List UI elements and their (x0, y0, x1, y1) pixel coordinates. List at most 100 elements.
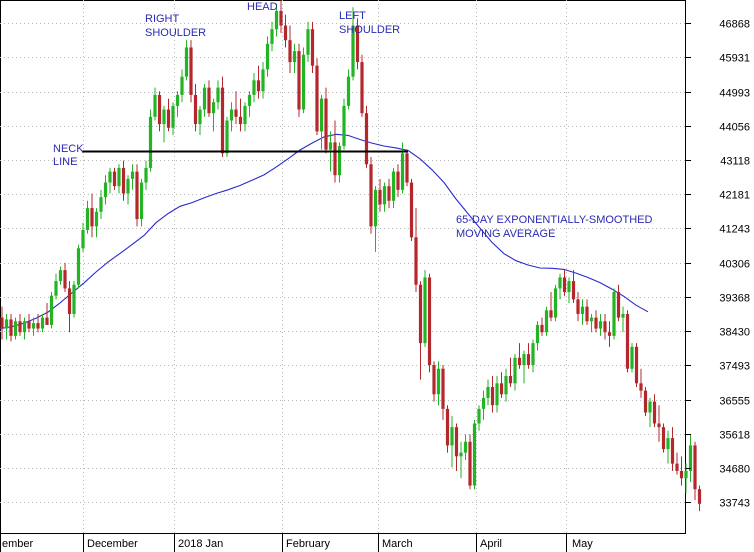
candle-down (549, 292, 553, 322)
candle-up (216, 80, 220, 110)
candle-body (234, 109, 238, 117)
candle-down (193, 83, 198, 132)
candle-body (9, 319, 13, 336)
candle-up (171, 102, 175, 136)
y-tick-label: 46868 (719, 19, 750, 31)
candle-body (324, 98, 328, 150)
candle-body (265, 43, 270, 70)
candle-body (90, 208, 94, 227)
candle-down (36, 313, 40, 333)
candle-down (697, 485, 702, 512)
candle-up (108, 167, 112, 194)
candle-body (486, 386, 490, 398)
candle-up (382, 182, 387, 212)
candle-down (0, 306, 4, 340)
candle-up (202, 83, 207, 117)
candle-down (526, 343, 531, 369)
candle-body (558, 277, 562, 289)
candle-body (612, 292, 616, 336)
candle-body (283, 25, 288, 41)
candle-body (477, 408, 481, 424)
y-tick-label: 34680 (719, 464, 750, 476)
annotation-ema: 65-DAY EXPONENTIALLY-SMOOTHED (456, 214, 652, 226)
candle-up (373, 186, 378, 252)
candle-body (585, 306, 589, 322)
candle-down (135, 164, 139, 227)
candle-down (378, 178, 382, 212)
plot-border (0, 0, 686, 534)
candle-down (405, 149, 409, 187)
candle-up (99, 189, 103, 220)
candle-up (175, 91, 180, 117)
annotation-neck: NECK (53, 143, 84, 155)
x-tick-label: March (382, 538, 413, 550)
candle-body (621, 313, 625, 318)
candle-body (220, 87, 225, 154)
y-tick-label: 39368 (719, 293, 750, 305)
candle-body (328, 142, 333, 150)
x-tick-label: ember (2, 538, 34, 550)
candle-down (387, 178, 391, 209)
candle-down (45, 303, 49, 325)
candle-down (189, 40, 193, 103)
candle-body (99, 197, 103, 212)
candle-down (670, 427, 675, 471)
candle-up (292, 43, 297, 74)
candle-body (175, 94, 180, 106)
candle-up (567, 277, 571, 304)
candle-down (409, 178, 414, 241)
candle-body (274, 10, 279, 30)
candle-down (414, 208, 418, 293)
candle-up (553, 284, 558, 322)
candle-up (342, 98, 346, 150)
candle-body (139, 182, 144, 220)
candle-body (148, 116, 153, 168)
candle-up (423, 270, 427, 347)
candle-up (558, 273, 562, 300)
candle-body (279, 10, 283, 26)
candle-up (351, 7, 355, 81)
candle-down (157, 91, 162, 132)
candle-body (387, 186, 391, 201)
candle-down (679, 456, 684, 486)
candle-down (355, 18, 360, 70)
candle-down (499, 372, 504, 398)
candle-body (688, 445, 693, 471)
candle-up (243, 102, 247, 132)
candle-body (108, 171, 112, 183)
candle-body (697, 489, 702, 504)
candle-up (54, 273, 58, 300)
candle-up (301, 47, 306, 114)
candle-up (535, 321, 540, 351)
candle-down (324, 87, 328, 154)
candle-body (18, 321, 22, 333)
candle-up (85, 200, 90, 234)
candle-down (540, 317, 544, 336)
candle-up (247, 91, 252, 117)
candle-up (117, 164, 121, 194)
candle-up (229, 102, 234, 132)
candle-body (36, 323, 40, 329)
candle-down (441, 365, 445, 420)
candle-body (472, 423, 477, 486)
candle-down (657, 405, 661, 442)
candle-up (544, 306, 549, 336)
candle-up (477, 405, 481, 431)
candle-up (126, 175, 130, 205)
annotation-neck: LINE (53, 156, 77, 168)
candle-down (625, 310, 630, 373)
candle-body (373, 189, 378, 227)
candle-body (616, 292, 621, 318)
candle-body (625, 313, 630, 369)
y-tick-label: 36555 (719, 396, 750, 408)
candle-up (391, 167, 396, 209)
x-tick-label: May (572, 538, 593, 550)
candle-body (535, 324, 540, 344)
candle-body (297, 51, 301, 110)
candle-body (247, 94, 252, 106)
candle-body (225, 120, 229, 154)
candle-up (76, 244, 81, 289)
candle-body (526, 354, 531, 366)
annotation-left-shoulder: SHOULDER (339, 24, 400, 36)
